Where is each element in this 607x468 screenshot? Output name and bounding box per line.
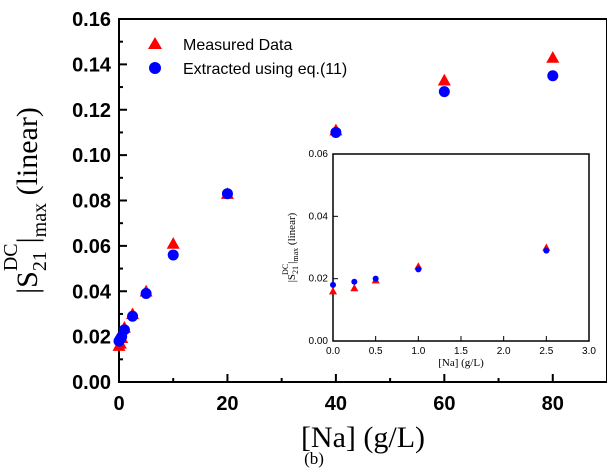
inset-y-tick-label: 0.02 [309,274,329,285]
inset-chart: 0.0 0.5 1.0 1.5 2.0 2.5 3.0 0.00 0.02 0.04 0.06 [Na… [281,149,596,369]
main-point-extracted [140,288,152,300]
legend-marker-measured [148,37,162,49]
main-y-axis-title: |S21DC|max (linear) [0,107,51,294]
panel-label: (b) [304,449,324,468]
inset-x-tick-label: 1.0 [411,346,425,357]
main-y-tick-label: 0.04 [72,281,112,303]
legend: Measured Data Extracted using eq.(11) [148,37,347,78]
inset-y-tick-label: 0.06 [309,149,329,160]
inset-y-tick-label: 0.00 [309,336,329,347]
main-chart: 0 20 40 60 80 0.00 0.02 0.04 0.06 0.08 0.10 0.12 0.1… [0,9,607,454]
main-point-extracted [547,70,559,82]
main-point-extracted [330,126,342,138]
main-y-tick-label: 0.14 [72,54,112,76]
main-point-extracted [438,86,450,98]
main-y-tick-label: 0.00 [72,372,111,394]
main-x-tick-label: 40 [325,393,347,415]
main-point-extracted [167,249,179,261]
inset-x-tick-label: 2.5 [539,346,553,357]
main-x-tick-label: 60 [433,393,455,415]
main-point-measured [546,51,560,63]
legend-label-measured: Measured Data [183,37,292,54]
inset-x-tick-label: 0.5 [369,346,383,357]
legend-label-extracted: Extracted using eq.(11) [183,61,347,78]
inset-x-axis-title: [Na] (g/L) [438,357,484,369]
main-point-extracted [221,188,233,200]
main-y-tick-label: 0.02 [72,327,111,349]
inset-x-tick-label: 0.0 [326,346,340,357]
main-point-extracted [127,310,139,322]
main-point-extracted [118,324,130,336]
inset-x-tick-label: 2.0 [497,346,511,357]
inset-point-extracted [372,275,379,282]
main-y-tick-label: 0.08 [72,191,111,213]
inset-y-axis-title: |S21DC|max (linear) [281,212,300,282]
inset-x-tick-label: 3.0 [582,346,596,357]
main-x-axis-title: [Na] (g/L) [301,421,425,454]
main-x-tick-label: 80 [542,393,564,415]
inset-point-extracted [543,247,550,254]
inset-x-tick-label: 1.5 [454,346,468,357]
main-y-tick-label: 0.12 [72,100,111,122]
legend-marker-extracted [149,62,161,74]
main-y-tick-label: 0.06 [72,236,111,258]
inset-y-tick-label: 0.04 [309,211,329,222]
inset-point-measured [350,284,359,292]
main-point-measured [166,237,180,249]
inset-point-extracted [351,278,358,285]
main-y-tick-label: 0.10 [72,145,111,167]
inset-point-measured [329,287,337,295]
main-x-tick-label: 0 [113,393,124,415]
inset-point-extracted [415,266,422,273]
main-point-measured [437,73,451,86]
inset-point-extracted [330,281,336,288]
main-x-tick-label: 20 [216,393,238,415]
inset-plot-frame [332,153,590,342]
main-y-tick-label: 0.16 [72,9,111,31]
